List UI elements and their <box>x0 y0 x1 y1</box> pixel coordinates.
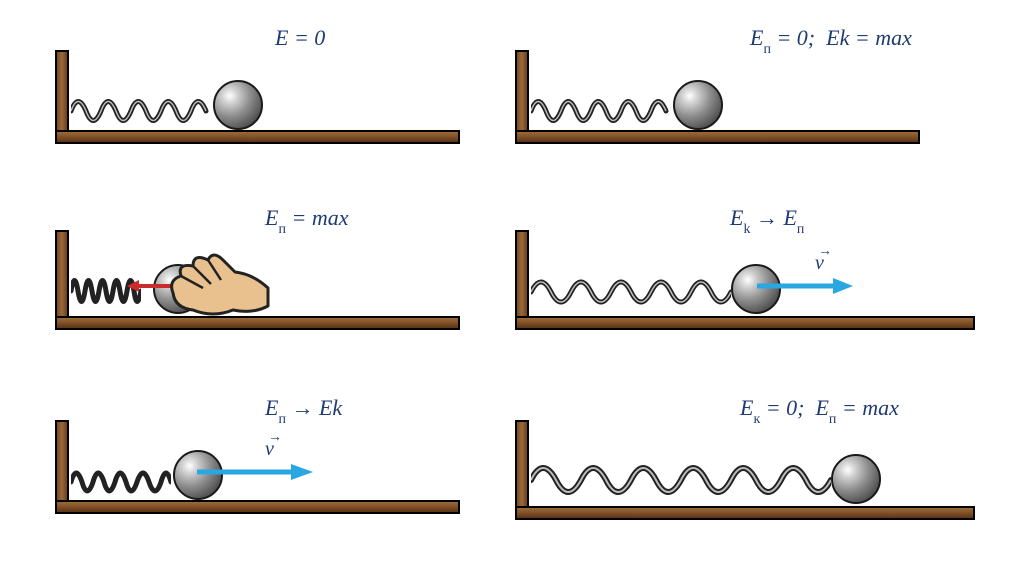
bracket-vertical <box>515 230 529 320</box>
hand-icon <box>163 248 273 318</box>
ball <box>213 80 263 130</box>
label-p5-text: Eп → Ek <box>265 395 342 420</box>
bracket-vertical <box>55 230 69 320</box>
label-p3: Eп = max <box>265 205 348 235</box>
page: E = 0 Eп = 0; Ek = max Eп = max <box>0 0 1024 574</box>
label-p2: Eп = 0; Ek = max <box>750 25 912 55</box>
label-p4-text: Ek → Eп <box>730 205 804 230</box>
spring-icon <box>531 272 731 312</box>
label-p1: E = 0 <box>275 25 325 51</box>
velocity-label: v→ <box>265 438 274 461</box>
bracket-vertical <box>55 50 69 134</box>
bracket-vertical <box>55 420 69 504</box>
bracket-horizontal <box>55 500 460 514</box>
label-p2-text: Eп = 0; Ek = max <box>750 25 912 50</box>
velocity-label: v→ <box>815 252 824 275</box>
velocity-arrow-icon <box>755 276 855 296</box>
ball <box>673 80 723 130</box>
ball <box>831 454 881 504</box>
label-p4: Ek → Eп <box>730 205 804 235</box>
bracket-horizontal <box>55 316 460 330</box>
bracket-horizontal <box>515 316 975 330</box>
velocity-arrow-icon <box>195 462 315 482</box>
label-p6: Eк = 0; Eп = max <box>740 395 899 425</box>
bracket-vertical <box>515 420 529 510</box>
label-p6-text: Eк = 0; Eп = max <box>740 395 899 420</box>
bracket-horizontal <box>55 130 460 144</box>
spring-icon <box>531 456 831 504</box>
label-p3-text: Eп = max <box>265 205 348 230</box>
label-p1-text: E = 0 <box>275 25 325 50</box>
spring-icon <box>531 92 671 130</box>
bracket-horizontal <box>515 130 920 144</box>
bracket-vertical <box>515 50 529 134</box>
spring-icon <box>71 92 211 130</box>
spring-icon <box>71 464 171 500</box>
label-p5: Eп → Ek <box>265 395 342 425</box>
bracket-horizontal <box>515 506 975 520</box>
